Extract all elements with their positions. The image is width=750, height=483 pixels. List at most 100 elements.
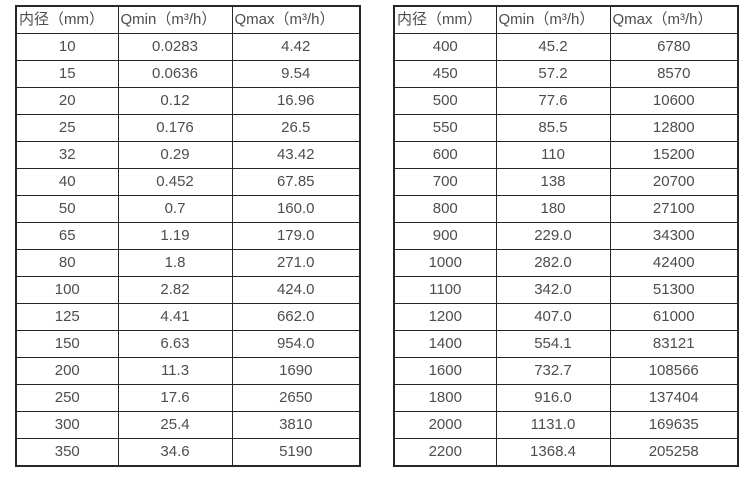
table-cell: 20 <box>15 87 119 115</box>
table-row: 1000 282.0 42400 <box>393 249 739 277</box>
flow-table-small-diameters: 内径（mm） Qmin（m³/h） Qmax（m³/h） 10 0.0283 4.4… <box>15 5 361 467</box>
table-cell: 9.54 <box>231 60 361 88</box>
table-row: 450 57.2 8570 <box>393 60 739 88</box>
table-cell: 700 <box>393 168 497 196</box>
table-cell: 916.0 <box>495 384 611 412</box>
table-body: 10 0.0283 4.42 15 0.0636 9.54 20 0.12 16.96 25 0.1… <box>15 33 361 467</box>
table-cell: 0.12 <box>117 87 233 115</box>
table-cell: 150 <box>15 330 119 358</box>
table-cell: 554.1 <box>495 330 611 358</box>
table-cell: 138 <box>495 168 611 196</box>
table-cell: 100 <box>15 276 119 304</box>
table-row: 250 17.6 2650 <box>15 384 361 412</box>
table-cell: 1100 <box>393 276 497 304</box>
table-row: 25 0.176 26.5 <box>15 114 361 142</box>
table-row: 800 180 27100 <box>393 195 739 223</box>
table-cell: 4.41 <box>117 303 233 331</box>
table-cell: 0.0636 <box>117 60 233 88</box>
table-cell: 550 <box>393 114 497 142</box>
table-cell: 1000 <box>393 249 497 277</box>
table-cell: 205258 <box>609 438 739 467</box>
table-row: 600 110 15200 <box>393 141 739 169</box>
column-header-qmin: Qmin（m³/h） <box>495 5 611 34</box>
column-header-diameter: 内径（mm） <box>15 5 119 34</box>
table-cell: 450 <box>393 60 497 88</box>
table-cell: 180 <box>495 195 611 223</box>
table-header-row: 内径（mm） Qmin（m³/h） Qmax（m³/h） <box>15 5 361 34</box>
table-cell: 800 <box>393 195 497 223</box>
table-row: 500 77.6 10600 <box>393 87 739 115</box>
table-cell: 500 <box>393 87 497 115</box>
table-cell: 300 <box>15 411 119 439</box>
table-cell: 83121 <box>609 330 739 358</box>
table-cell: 1.19 <box>117 222 233 250</box>
table-cell: 51300 <box>609 276 739 304</box>
table-row: 125 4.41 662.0 <box>15 303 361 331</box>
table-cell: 0.29 <box>117 141 233 169</box>
table-cell: 900 <box>393 222 497 250</box>
table-cell: 282.0 <box>495 249 611 277</box>
table-cell: 50 <box>15 195 119 223</box>
table-cell: 5190 <box>231 438 361 467</box>
table-cell: 61000 <box>609 303 739 331</box>
table-row: 2000 1131.0 169635 <box>393 411 739 439</box>
table-row: 15 0.0636 9.54 <box>15 60 361 88</box>
table-cell: 250 <box>15 384 119 412</box>
table-cell: 110 <box>495 141 611 169</box>
table-row: 40 0.452 67.85 <box>15 168 361 196</box>
table-cell: 1400 <box>393 330 497 358</box>
table-cell: 1200 <box>393 303 497 331</box>
table-cell: 350 <box>15 438 119 467</box>
table-cell: 80 <box>15 249 119 277</box>
table-row: 1200 407.0 61000 <box>393 303 739 331</box>
table-row: 1100 342.0 51300 <box>393 276 739 304</box>
table-cell: 2200 <box>393 438 497 467</box>
table-row: 900 229.0 34300 <box>393 222 739 250</box>
table-cell: 229.0 <box>495 222 611 250</box>
table-cell: 57.2 <box>495 60 611 88</box>
table-cell: 40 <box>15 168 119 196</box>
table-row: 550 85.5 12800 <box>393 114 739 142</box>
table-cell: 0.7 <box>117 195 233 223</box>
table-cell: 400 <box>393 33 497 61</box>
table-cell: 10 <box>15 33 119 61</box>
table-cell: 424.0 <box>231 276 361 304</box>
table-cell: 954.0 <box>231 330 361 358</box>
table-cell: 25.4 <box>117 411 233 439</box>
table-cell: 34.6 <box>117 438 233 467</box>
table-row: 200 11.3 1690 <box>15 357 361 385</box>
table-cell: 1131.0 <box>495 411 611 439</box>
table-cell: 3810 <box>231 411 361 439</box>
flow-table-large-diameters: 内径（mm） Qmin（m³/h） Qmax（m³/h） 400 45.2 6780… <box>393 5 739 467</box>
column-header-qmax: Qmax（m³/h） <box>231 5 361 34</box>
table-cell: 732.7 <box>495 357 611 385</box>
table-row: 1600 732.7 108566 <box>393 357 739 385</box>
table-cell: 2650 <box>231 384 361 412</box>
table-cell: 85.5 <box>495 114 611 142</box>
table-cell: 160.0 <box>231 195 361 223</box>
table-cell: 8570 <box>609 60 739 88</box>
table-cell: 179.0 <box>231 222 361 250</box>
table-cell: 12800 <box>609 114 739 142</box>
table-cell: 169635 <box>609 411 739 439</box>
table-cell: 11.3 <box>117 357 233 385</box>
table-cell: 77.6 <box>495 87 611 115</box>
table-row: 10 0.0283 4.42 <box>15 33 361 61</box>
table-cell: 0.0283 <box>117 33 233 61</box>
table-cell: 662.0 <box>231 303 361 331</box>
table-cell: 34300 <box>609 222 739 250</box>
table-cell: 137404 <box>609 384 739 412</box>
table-row: 300 25.4 3810 <box>15 411 361 439</box>
table-row: 80 1.8 271.0 <box>15 249 361 277</box>
column-header-diameter: 内径（mm） <box>393 5 497 34</box>
column-header-qmax: Qmax（m³/h） <box>609 5 739 34</box>
table-cell: 1600 <box>393 357 497 385</box>
table-cell: 407.0 <box>495 303 611 331</box>
table-cell: 342.0 <box>495 276 611 304</box>
table-row: 32 0.29 43.42 <box>15 141 361 169</box>
table-row: 100 2.82 424.0 <box>15 276 361 304</box>
column-header-qmin: Qmin（m³/h） <box>117 5 233 34</box>
table-cell: 271.0 <box>231 249 361 277</box>
table-cell: 200 <box>15 357 119 385</box>
table-cell: 26.5 <box>231 114 361 142</box>
